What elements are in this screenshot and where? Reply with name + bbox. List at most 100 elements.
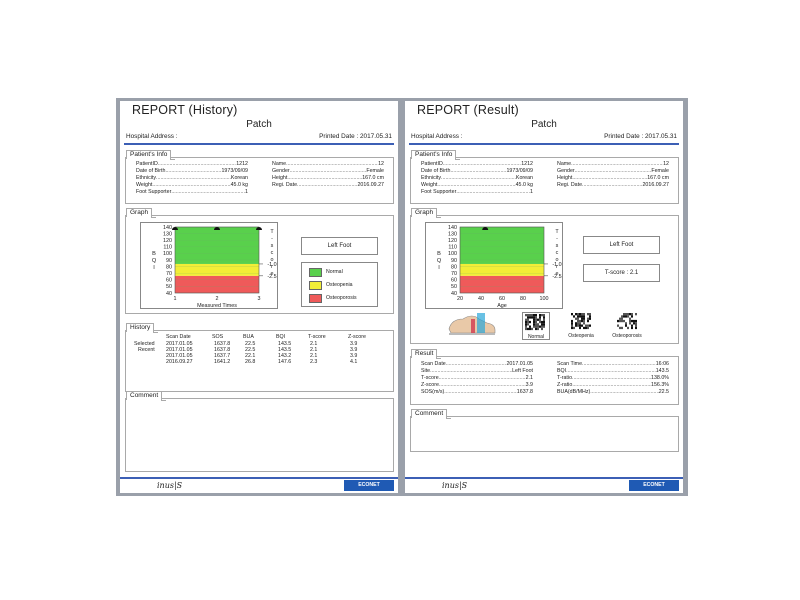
table-cell[interactable]: 2.1 [310, 347, 318, 353]
leader-dots: ........................................… [582, 182, 642, 188]
table-header: Scan Date [166, 334, 191, 340]
table-cell[interactable]: 3.9 [350, 341, 358, 347]
table-cell[interactable]: 2017.01.05 [166, 341, 193, 347]
y-tick-label: 140 [448, 225, 457, 231]
bone-pixel [533, 320, 535, 324]
leader-dots: ........................................… [456, 189, 530, 195]
band-osteopenia [175, 263, 259, 276]
hospital-address: Hospital Address : [411, 133, 463, 140]
table-cell[interactable]: 147.6 [278, 359, 292, 365]
info-row: BQI 143.5................................… [557, 368, 669, 374]
bone-pixel [575, 313, 577, 316]
page-subtitle: Patch [531, 119, 557, 130]
table-cell[interactable]: 143.2 [278, 353, 292, 359]
table-cell[interactable]: 3.9 [350, 353, 358, 359]
table-cell[interactable]: 2017.01.05 [166, 347, 193, 353]
leader-dots: ........................................… [289, 168, 367, 174]
info-value: Korean [515, 175, 533, 181]
info-row: PatientID 1212...........................… [136, 161, 248, 167]
table-cell[interactable]: 2.3 [310, 359, 318, 365]
info-label: T-ratio [557, 375, 573, 381]
table-cell[interactable]: 2.1 [310, 353, 318, 359]
x-tick-label: 100 [540, 296, 549, 302]
bone-pixel [525, 323, 527, 326]
bone-pixel [581, 324, 583, 327]
foot-side-button[interactable]: Left Foot [301, 237, 378, 255]
comment-tab: Comment [411, 409, 452, 419]
t-score-axis-label-char: - [556, 236, 558, 242]
table-cell[interactable]: 22.1 [245, 353, 256, 359]
printed-date: Printed Date : 2017.05.31 [604, 133, 677, 140]
bone-pixel [587, 326, 589, 330]
t-score-axis-label-char: o [271, 257, 274, 263]
history-tab: History [126, 323, 159, 333]
bone-pixel [589, 315, 591, 318]
table-cell[interactable]: 2017.01.05 [166, 353, 193, 359]
table-cell[interactable]: 143.5 [278, 341, 292, 347]
band-normal [175, 227, 259, 264]
leader-dots: ........................................… [287, 175, 362, 181]
bone-pixel [633, 322, 635, 325]
bone-pixel [581, 313, 583, 316]
table-cell[interactable]: 1637.8 [214, 341, 231, 347]
y-tick-label: 90 [451, 258, 457, 264]
table-cell[interactable]: 22.5 [245, 341, 256, 347]
result-report-page: REPORT (Result) Patch Hospital Address :… [405, 101, 683, 493]
t-score-axis-label-char: - [271, 236, 273, 242]
table-cell[interactable]: 1637.7 [214, 353, 231, 359]
table-cell[interactable]: 3.9 [350, 347, 358, 353]
y-tick-label: 130 [163, 231, 172, 237]
row-tag: Selected [134, 341, 155, 347]
leader-dots: ........................................… [571, 161, 663, 167]
table-cell[interactable]: 143.5 [278, 347, 292, 353]
info-label: Foot Supporter [421, 189, 457, 195]
bone-pixel [535, 323, 537, 326]
bone-pixel [537, 325, 539, 328]
table-cell[interactable]: 4.1 [350, 359, 358, 365]
info-value: 1637.8 [516, 389, 533, 395]
foot-side-button[interactable]: Left Foot [583, 236, 660, 254]
table-cell[interactable]: 22.5 [245, 347, 256, 353]
bone-pixel [631, 326, 633, 330]
band-osteoporosis [460, 275, 544, 293]
leader-dots: ........................................… [572, 382, 651, 388]
table-cell[interactable]: 2016.09.27 [166, 359, 193, 365]
bone-pixel [529, 320, 531, 324]
y-tick-label: 120 [448, 238, 457, 244]
leader-dots: ........................................… [572, 375, 651, 381]
bone-pixel [533, 323, 535, 326]
leader-dots: ........................................… [437, 182, 515, 188]
info-row: Height 167.0 cm..........................… [272, 175, 384, 181]
bone-pixel [535, 325, 537, 328]
bone-pixel [589, 317, 591, 320]
table-cell[interactable]: 26.8 [245, 359, 256, 365]
info-row: SOS(m/s) 1637.8..........................… [421, 389, 533, 395]
bone-pixel [623, 315, 625, 318]
x-tick-label: 1 [174, 296, 177, 302]
info-label: Site [421, 368, 431, 374]
bone-pixel [541, 325, 543, 328]
table-cell[interactable]: 1641.2 [214, 359, 231, 365]
info-row: Foot Supporter 1.........................… [421, 189, 533, 195]
info-label: Scan Time [557, 361, 583, 367]
bone-pixel [629, 322, 631, 325]
info-label: BUA(dB/MHz) [557, 389, 591, 395]
info-value: Female [651, 168, 669, 174]
table-cell[interactable]: 2.1 [310, 341, 318, 347]
info-label: PatientID [136, 161, 158, 167]
bone-pixel [635, 326, 637, 330]
bone-pixel [525, 327, 527, 331]
bone-pixel [627, 326, 629, 330]
info-label: BQI [557, 368, 567, 374]
osteopenia-bone-image: Osteopenia [563, 312, 599, 339]
page-subtitle: Patch [246, 119, 272, 130]
info-label: PatientID [421, 161, 443, 167]
table-cell[interactable]: 1637.8 [214, 347, 231, 353]
info-row: T-score 2.1..............................… [421, 375, 533, 381]
table-header: SOS [212, 334, 224, 340]
info-value: 2.1 [525, 375, 533, 381]
y-axis-label-char: I [438, 265, 440, 271]
band-osteopenia [460, 263, 544, 276]
